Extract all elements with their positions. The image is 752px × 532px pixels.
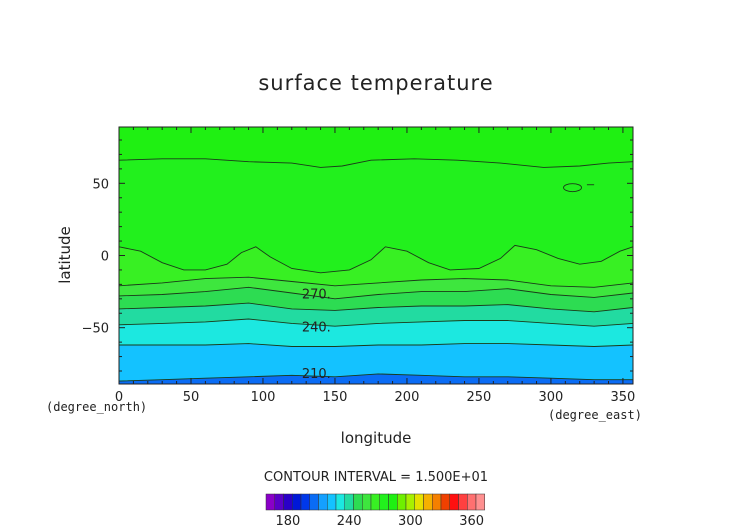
- colorbar-swatch: [440, 493, 450, 511]
- x-tick-label: 350: [611, 390, 636, 405]
- colorbar-swatch: [405, 493, 415, 511]
- x-tick-label: 0: [115, 390, 123, 405]
- x-tick-label: 200: [395, 390, 420, 405]
- colorbar-swatch: [423, 493, 433, 511]
- contour-line-polar: [118, 158, 634, 168]
- y-tick-label: 0: [101, 250, 109, 265]
- colorbar-label: 240: [337, 514, 362, 529]
- colorbar-swatch: [388, 493, 398, 511]
- colorbar-swatch: [362, 493, 372, 511]
- colorbar-swatch: [283, 493, 293, 511]
- colorbar-swatch: [265, 493, 275, 511]
- colorbar-swatch: [300, 493, 310, 511]
- colorbar-label: 180: [275, 514, 300, 529]
- colorbar-swatch: [353, 493, 363, 511]
- colorbar-swatch: [449, 493, 459, 511]
- x-tick-label: 300: [539, 390, 564, 405]
- colorbar-swatch: [379, 493, 389, 511]
- contour-line-240: [118, 318, 634, 327]
- colorbar-label: 300: [398, 514, 423, 529]
- contour-interval-text: CONTOUR INTERVAL = 1.500E+01: [264, 470, 488, 485]
- colorbar-swatch: [370, 493, 380, 511]
- y-tick-label: 50: [92, 177, 109, 192]
- chart-title: surface temperature: [258, 71, 493, 95]
- colorbar-swatch: [309, 493, 319, 511]
- x-tick-label: 150: [323, 390, 348, 405]
- x-tick-label: 100: [251, 390, 276, 405]
- contour-island: [563, 183, 582, 193]
- colorbar-swatch: [397, 493, 407, 511]
- contour-line-270: [118, 286, 634, 300]
- contour-label: 210.: [302, 367, 331, 382]
- colorbar-swatch: [432, 493, 442, 511]
- plot-area: 270. 240. 210. 0 50 100 150 200 250 300 350 50 0 −50: [82, 126, 636, 405]
- x-axis-unit: (degree_east): [548, 408, 642, 422]
- colorbar-swatch: [475, 493, 485, 511]
- colorbar: 180 240 300 360: [265, 493, 485, 529]
- colorbar-swatch: [467, 493, 477, 511]
- colorbar-swatch: [414, 493, 424, 511]
- contour-line-225: [119, 343, 634, 347]
- colorbar-swatch: [292, 493, 302, 511]
- colorbar-swatch: [318, 493, 328, 511]
- x-tick-label: 50: [183, 390, 200, 405]
- contour-label: 240.: [302, 321, 331, 336]
- band-210: [119, 373, 633, 384]
- colorbar-swatch: [344, 493, 354, 511]
- y-axis-unit: (degree_north): [46, 400, 147, 414]
- contour-label: 270.: [302, 287, 331, 302]
- colorbar-swatch: [335, 493, 345, 511]
- contour-line-equator: [118, 244, 634, 274]
- y-tick-label: −50: [82, 322, 109, 337]
- colorbar-swatch: [274, 493, 284, 511]
- x-tick-label: 250: [467, 390, 492, 405]
- contour-line-285: [118, 276, 634, 288]
- colorbar-swatch: [458, 493, 468, 511]
- contour-line-255: [118, 302, 634, 313]
- band-225: [119, 343, 633, 384]
- colorbar-swatch: [327, 493, 337, 511]
- y-axis-label: latitude: [56, 226, 74, 284]
- x-axis-label: longitude: [341, 429, 412, 447]
- colorbar-label: 360: [459, 514, 484, 529]
